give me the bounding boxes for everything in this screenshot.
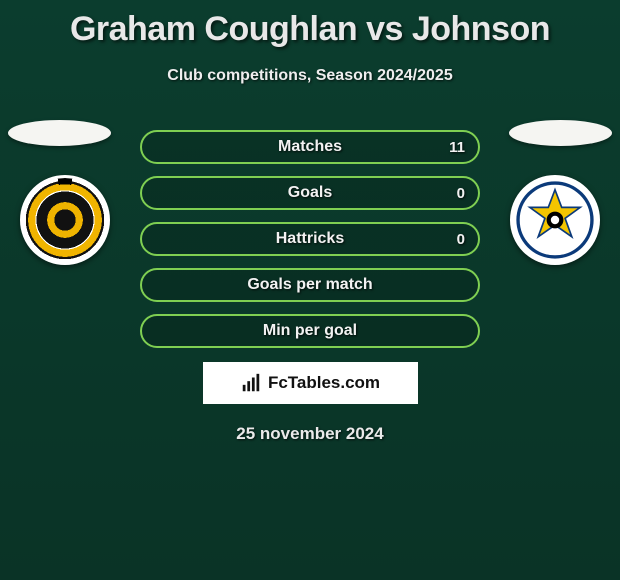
stat-label: Min per goal bbox=[263, 322, 357, 340]
stat-row-goals-per-match: Goals per match bbox=[140, 268, 480, 302]
stat-label: Matches bbox=[278, 138, 342, 156]
stat-label: Hattricks bbox=[276, 230, 344, 248]
left-club-crest bbox=[20, 175, 110, 265]
right-pill bbox=[509, 120, 612, 146]
watermark: FcTables.com bbox=[203, 362, 418, 404]
stat-row-hattricks: Hattricks 0 bbox=[140, 222, 480, 256]
stat-row-goals: Goals 0 bbox=[140, 176, 480, 210]
subtitle: Club competitions, Season 2024/2025 bbox=[0, 67, 620, 85]
stat-label: Goals per match bbox=[247, 276, 372, 294]
stat-value-right: 0 bbox=[457, 185, 465, 202]
right-club-crest bbox=[510, 175, 600, 265]
watermark-text: FcTables.com bbox=[268, 373, 380, 393]
stat-label: Goals bbox=[288, 184, 332, 202]
stat-row-matches: Matches 11 bbox=[140, 130, 480, 164]
date-text: 25 november 2024 bbox=[0, 424, 620, 444]
stats-panel: Matches 11 Goals 0 Hattricks 0 Goals per… bbox=[140, 130, 480, 348]
page-title: Graham Coughlan vs Johnson bbox=[0, 0, 620, 49]
left-pill bbox=[8, 120, 111, 146]
stat-value-right: 11 bbox=[449, 139, 465, 156]
bar-chart-icon bbox=[240, 372, 262, 394]
stat-value-right: 0 bbox=[457, 231, 465, 248]
stat-row-min-per-goal: Min per goal bbox=[140, 314, 480, 348]
crest-right-svg bbox=[513, 178, 597, 262]
